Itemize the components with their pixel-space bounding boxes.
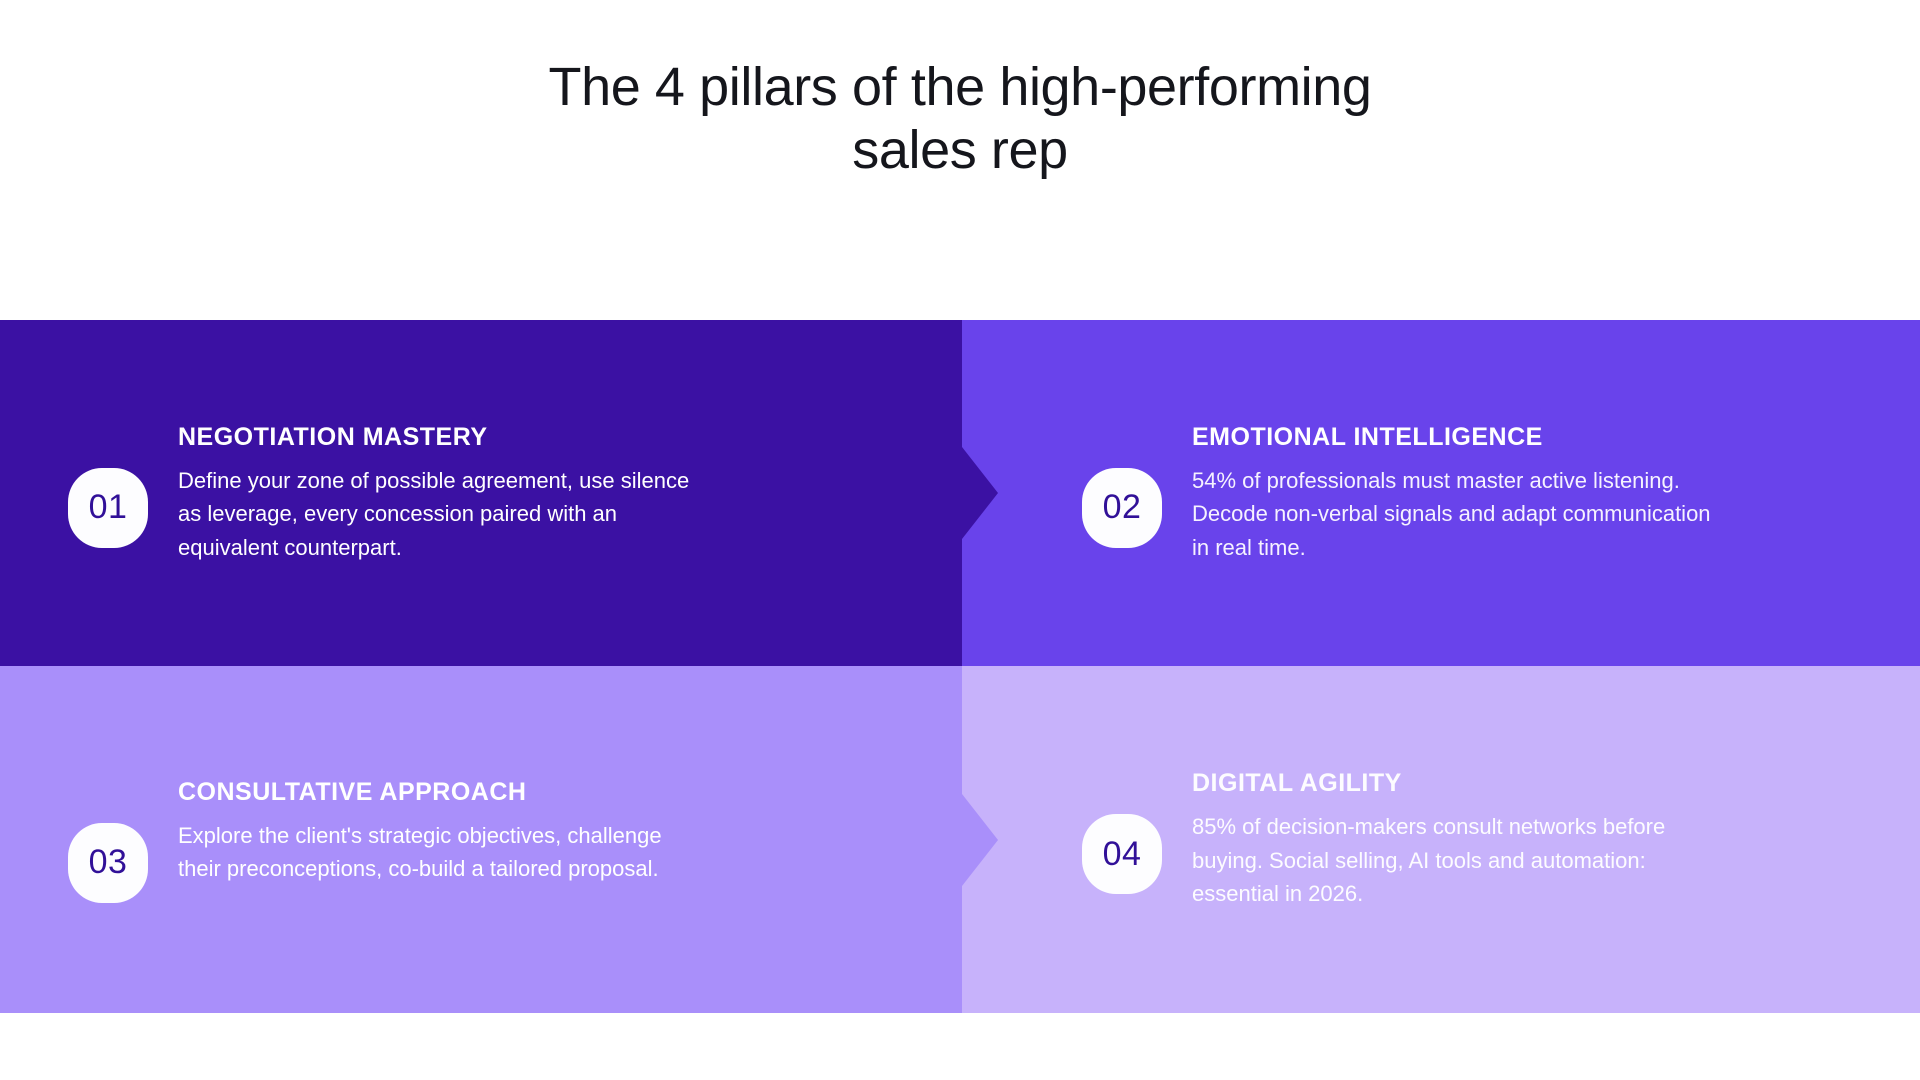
pillar-panel-04[interactable]: 04 DIGITAL AGILITY 85% of decision-maker… <box>962 666 1920 1013</box>
pillar-panel-02[interactable]: 02 EMOTIONAL INTELLIGENCE 54% of profess… <box>962 320 1920 666</box>
pillar-number-badge-03: 03 <box>68 822 148 903</box>
pillars-grid: 01 NEGOTIATION MASTERY Define your zone … <box>0 320 1920 1013</box>
pillar-body-03: Explore the client's strategic objective… <box>178 822 662 881</box>
pillar-number-badge-01: 01 <box>68 467 148 548</box>
pillar-body-04: 85% of decision-makers consult networks … <box>1192 814 1666 907</box>
pillar-number-badge-02: 02 <box>1082 467 1162 548</box>
pillar-body-02: 54% of professionals must master active … <box>1192 467 1711 560</box>
title-block: The 4 pillars of the high-performing sal… <box>0 56 1920 182</box>
pillar-text-01: NEGOTIATION MASTERY Define your zone of … <box>178 422 698 564</box>
pillar-panel-03[interactable]: 03 CONSULTATIVE APPROACH Explore the cli… <box>0 666 962 1013</box>
pillars-row-bottom: 03 CONSULTATIVE APPROACH Explore the cli… <box>0 666 1920 1013</box>
pillar-text-03: CONSULTATIVE APPROACH Explore the client… <box>178 777 698 886</box>
pillar-panel-01[interactable]: 01 NEGOTIATION MASTERY Define your zone … <box>0 320 962 666</box>
pillar-number-badge-04: 04 <box>1082 814 1162 895</box>
pillars-row-top: 01 NEGOTIATION MASTERY Define your zone … <box>0 320 1920 666</box>
pillar-text-02: EMOTIONAL INTELLIGENCE 54% of profession… <box>1192 422 1712 564</box>
pillar-body-01: Define your zone of possible agreement, … <box>178 467 690 560</box>
pillar-heading-03: CONSULTATIVE APPROACH <box>178 777 527 806</box>
page-title: The 4 pillars of the high-performing sal… <box>548 57 1372 181</box>
pillar-text-04: DIGITAL AGILITY 85% of decision-makers c… <box>1192 768 1712 910</box>
pillar-heading-01: NEGOTIATION MASTERY <box>178 422 488 451</box>
pillar-heading-02: EMOTIONAL INTELLIGENCE <box>1192 422 1543 451</box>
pillar-heading-04: DIGITAL AGILITY <box>1192 769 1402 798</box>
